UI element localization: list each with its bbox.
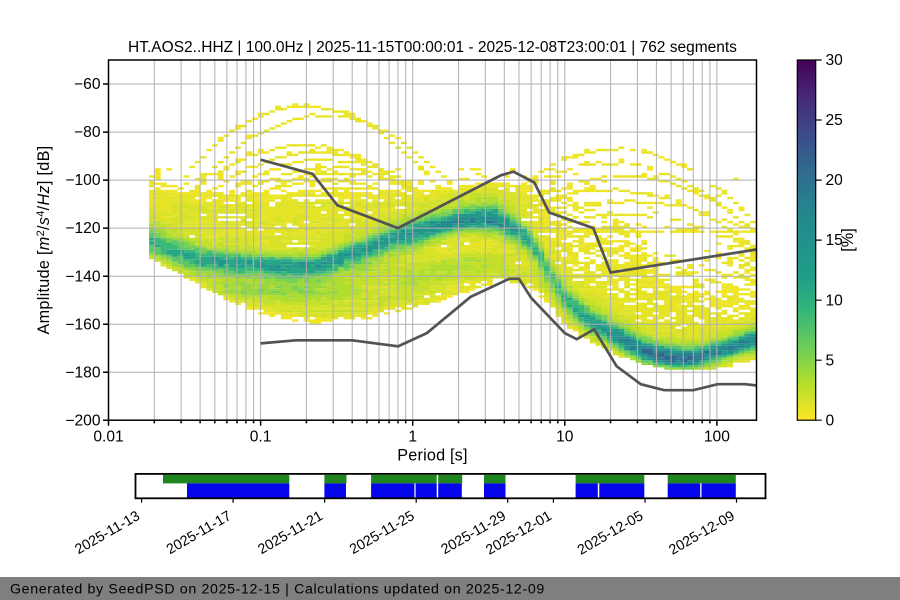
svg-text:10: 10: [556, 429, 574, 446]
svg-text:15: 15: [826, 232, 844, 249]
svg-text:Amplitude [m2/s4/Hz] [dB]: Amplitude [m2/s4/Hz] [dB]: [35, 146, 53, 335]
svg-text:HT.AOS2..HHZ | 100.0Hz | 2025-: HT.AOS2..HHZ | 100.0Hz | 2025-11-15T00:0…: [128, 39, 737, 56]
svg-text:0.1: 0.1: [250, 429, 272, 446]
svg-text:[%]: [%]: [839, 228, 857, 251]
svg-text:5: 5: [826, 352, 835, 369]
svg-text:−80: −80: [74, 124, 101, 141]
svg-text:30: 30: [826, 52, 844, 69]
svg-text:10: 10: [826, 292, 844, 309]
svg-text:100: 100: [704, 429, 730, 446]
svg-text:−60: −60: [74, 76, 101, 93]
svg-text:0: 0: [826, 412, 835, 429]
svg-text:−120: −120: [65, 220, 100, 237]
svg-text:25: 25: [826, 112, 844, 129]
svg-text:−180: −180: [65, 364, 100, 381]
svg-text:Period [s]: Period [s]: [397, 447, 467, 465]
svg-text:1: 1: [408, 429, 417, 446]
svg-text:−160: −160: [65, 316, 100, 333]
svg-text:−200: −200: [65, 412, 100, 429]
svg-text:−100: −100: [65, 172, 100, 189]
svg-text:−140: −140: [65, 268, 100, 285]
svg-text:Generated by SeedPSD on 2025-1: Generated by SeedPSD on 2025-12-15 | Cal…: [10, 582, 545, 598]
svg-text:0.01: 0.01: [93, 429, 123, 446]
svg-text:20: 20: [826, 172, 844, 189]
